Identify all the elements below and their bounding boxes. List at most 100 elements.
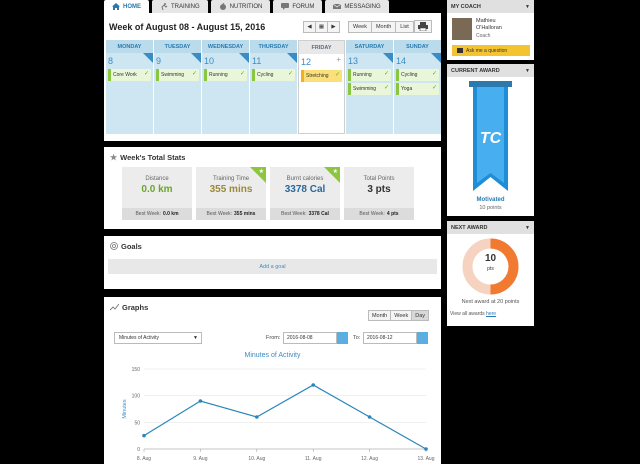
day-number: 9 [156, 56, 162, 66]
coach-header[interactable]: MY COACH ▼ [447, 0, 534, 13]
line-chart-icon [110, 303, 119, 310]
best-value: 355 mins [234, 211, 256, 217]
printer-icon [418, 22, 428, 31]
day-number: 14 [396, 56, 407, 66]
coach-avatar [452, 18, 472, 40]
check-icon: ✓ [431, 71, 437, 77]
activity-label: Cycling [257, 72, 274, 78]
activity-item[interactable]: Running ✓ [204, 69, 247, 81]
stats-row: Distance 0.0 km Best Week: 0.0 km ★ Train… [104, 167, 441, 220]
ask-question-button[interactable]: Ask me a question [452, 45, 530, 56]
tab-nutrition[interactable]: NUTRITION [210, 0, 271, 13]
day-corner-marker [191, 53, 201, 63]
from-date-input[interactable]: 2016-08-08 [283, 332, 337, 344]
activity-item[interactable]: Swimming ✓ [156, 69, 199, 81]
activity-item[interactable]: Core Work ✓ [108, 69, 151, 81]
apple-icon [219, 3, 226, 10]
day-wednesday[interactable]: WEDNESDAY 10 Running ✓ [202, 40, 249, 134]
chat-icon [281, 3, 290, 10]
week-days: MONDAY 8 Core Work ✓ TUESDAY 9 Swimming ✓ … [106, 40, 441, 134]
week-calendar: Week of August 08 - August 15, 2016 ◀ ▦ … [104, 13, 441, 141]
view-all-awards-link[interactable]: here [486, 311, 497, 317]
activity-item[interactable]: Swimming ✓ [348, 83, 391, 95]
stat-total-points: Total Points 3 pts Best Week: 4 pts [344, 167, 414, 220]
day-corner-marker [143, 53, 153, 63]
metric-select[interactable]: Minutes of Activity ▼ [114, 332, 202, 344]
day-sunday[interactable]: SUNDAY 14 Cycling ✓ Yoga ✓ [394, 40, 441, 134]
stat-value: 3 pts [367, 184, 391, 195]
activity-item[interactable]: Cycling ✓ [396, 69, 439, 81]
envelope-icon [333, 3, 342, 9]
activity-item[interactable]: Yoga ✓ [396, 83, 439, 95]
view-all-awards: View all awards here [450, 311, 496, 317]
tab-messaging-label: MESSAGING [344, 3, 381, 10]
stat-label: Training Time [212, 176, 250, 182]
y-tick-label: 50 [134, 420, 140, 426]
add-activity-icon[interactable]: + [336, 55, 341, 64]
data-point [424, 447, 428, 451]
tab-home-label: HOME [123, 3, 141, 10]
view-list-button[interactable]: List [395, 21, 414, 33]
x-tick-label: 8. Aug [137, 456, 151, 462]
stat-value: 0.0 km [141, 184, 173, 195]
activity-item[interactable]: Stretching ✓ [301, 70, 342, 82]
tab-nutrition-label: NUTRITION [229, 3, 263, 10]
next-award-header[interactable]: NEXT AWARD ▼ [447, 221, 534, 234]
activity-item[interactable]: Cycling ✓ [252, 69, 295, 81]
my-coach-panel: MY COACH ▼ Mathieu O'Halloran Coach Ask … [447, 0, 534, 60]
day-name: SATURDAY [346, 40, 393, 53]
to-date-input[interactable]: 2016-08-12 [363, 332, 417, 344]
tab-forum[interactable]: FORUM [273, 0, 323, 13]
check-icon: ✓ [383, 71, 389, 77]
period-week-button[interactable]: Week [390, 310, 413, 321]
tab-training-label: TRAINING [171, 3, 200, 10]
view-all-text: View all awards [450, 311, 485, 317]
series-line [143, 384, 427, 450]
record-flag [250, 167, 266, 183]
record-flag [324, 167, 340, 183]
tab-home[interactable]: HOME [104, 0, 149, 13]
best-label: Best Week: [135, 211, 161, 217]
ask-question-label: Ask me a question [466, 47, 508, 54]
print-button[interactable] [414, 20, 432, 33]
week-pager: ◀ ▦ ▶ [303, 21, 340, 33]
best-label: Best Week: [281, 211, 307, 217]
next-week-button[interactable]: ▶ [327, 21, 340, 33]
view-week-button[interactable]: Week [348, 21, 372, 33]
activity-item[interactable]: Running ✓ [348, 69, 391, 81]
day-number: 10 [204, 56, 215, 66]
day-name: MONDAY [106, 40, 153, 53]
tab-messaging[interactable]: MESSAGING [325, 0, 389, 13]
check-icon: ✓ [334, 72, 340, 78]
calendar-view-switch: Week Month List [348, 21, 414, 33]
from-calendar-icon[interactable] [337, 332, 348, 344]
period-day-button[interactable]: Day [411, 310, 429, 321]
day-saturday[interactable]: SATURDAY 13 Running ✓ Swimming ✓ [346, 40, 393, 134]
calendar-picker-button[interactable]: ▦ [315, 21, 328, 33]
day-thursday[interactable]: THURSDAY 11 Cycling ✓ [250, 40, 297, 134]
to-calendar-icon[interactable] [417, 332, 428, 344]
add-goal-button[interactable]: Add a goal [108, 259, 437, 274]
period-month-button[interactable]: Month [367, 310, 392, 321]
day-corner-marker [431, 53, 441, 63]
x-tick-label: 9. Aug [193, 456, 207, 462]
stat-burnt-calories: ★ Burnt calories 3378 Cal Best Week: 3378… [270, 167, 340, 220]
day-monday[interactable]: MONDAY 8 Core Work ✓ [106, 40, 153, 134]
day-name: THURSDAY [250, 40, 297, 53]
goals-title: Goals [121, 241, 142, 251]
activity-line-chart: 0 50 100 150 Minutes 8. Aug 9. Aug 10. Aug 11. A… [122, 367, 435, 462]
tab-training[interactable]: TRAINING [152, 0, 208, 13]
view-month-button[interactable]: Month [370, 21, 397, 33]
day-tuesday[interactable]: TUESDAY 9 Swimming ✓ [154, 40, 201, 134]
award-header[interactable]: CURRENT AWARD ▼ [447, 64, 534, 77]
check-icon: ✓ [191, 71, 197, 77]
chart-title: Minutes of Activity [244, 352, 301, 359]
to-label: To: [353, 335, 361, 341]
chevron-down-icon: ▼ [193, 335, 198, 341]
award-badge-text: TC [480, 130, 502, 147]
day-corner-marker [239, 53, 249, 63]
data-point [367, 415, 372, 419]
x-tick-label: 12. Aug [361, 456, 378, 462]
day-friday[interactable]: FRIDAY + 12 Stretching ✓ [298, 40, 345, 134]
home-icon [112, 3, 120, 10]
